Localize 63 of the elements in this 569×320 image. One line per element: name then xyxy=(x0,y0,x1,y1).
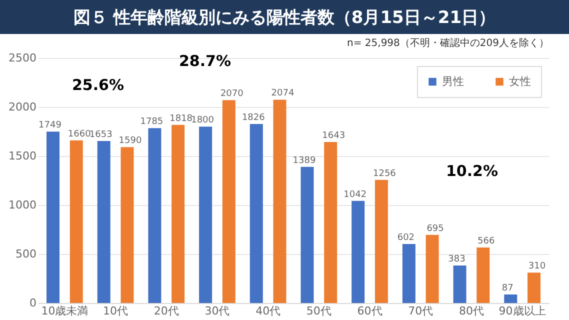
y-tick-label: 2000 xyxy=(8,100,36,114)
data-label: 383 xyxy=(448,254,466,264)
bar xyxy=(504,294,518,303)
bar xyxy=(250,124,263,303)
data-label: 1256 xyxy=(372,168,396,179)
data-label: 1826 xyxy=(242,113,266,124)
annotation: 25.6% xyxy=(72,76,124,94)
data-label: 1643 xyxy=(322,130,346,141)
data-label: 602 xyxy=(397,233,415,244)
x-tick-label: 10代 xyxy=(103,304,128,318)
bar xyxy=(222,100,236,303)
data-label: 1800 xyxy=(191,116,214,126)
bar xyxy=(70,140,83,303)
annotation: 10.2% xyxy=(446,162,498,180)
data-label: 2070 xyxy=(220,89,244,100)
data-label: 1749 xyxy=(38,120,62,131)
data-label: 1590 xyxy=(118,136,142,146)
bar xyxy=(46,132,60,303)
bar xyxy=(527,272,540,303)
data-label: 1389 xyxy=(292,156,316,166)
bar xyxy=(426,234,439,303)
bar xyxy=(300,166,314,303)
data-label: 1818 xyxy=(170,114,193,124)
bar xyxy=(97,141,110,303)
y-tick-label: 1500 xyxy=(8,150,36,162)
data-label: 695 xyxy=(426,224,444,234)
data-label: 2074 xyxy=(271,88,294,99)
x-tick-label: 70代 xyxy=(408,304,434,318)
bar xyxy=(374,180,388,303)
data-label: 1660 xyxy=(68,129,92,140)
x-tick-label: 80代 xyxy=(458,304,484,318)
y-tick-label: 500 xyxy=(16,248,36,260)
bar xyxy=(476,248,490,303)
data-label: 1785 xyxy=(140,117,164,128)
chart-title: 図５ 性年齢階級別にみる陽性者数（8月15日～21日） xyxy=(0,0,569,34)
legend-label: 女性 xyxy=(509,74,531,88)
data-label: 566 xyxy=(478,236,495,247)
x-tick-label: 20代 xyxy=(154,304,179,318)
x-tick-label: 10歳未満 xyxy=(41,304,88,318)
bar xyxy=(199,126,212,303)
data-label: 1042 xyxy=(344,190,367,200)
x-tick-label: 40代 xyxy=(256,304,281,318)
legend-label: 男性 xyxy=(442,74,464,88)
y-tick-label: 2500 xyxy=(8,52,36,64)
x-tick-label: 60代 xyxy=(357,304,382,318)
data-label: 1653 xyxy=(89,130,112,140)
annotation: 28.7% xyxy=(178,52,232,70)
bar xyxy=(172,124,185,303)
data-label: 87 xyxy=(502,283,514,294)
bar xyxy=(273,100,286,303)
x-tick-label: 30代 xyxy=(204,304,230,318)
y-tick-label: 1000 xyxy=(8,198,36,212)
y-tick-label: 0 xyxy=(30,296,36,310)
x-tick-label: 50代 xyxy=(306,304,332,318)
bar xyxy=(148,128,162,303)
bar xyxy=(402,244,416,303)
bar xyxy=(324,142,338,303)
bar xyxy=(453,265,466,303)
x-tick-label: 90歳以上 xyxy=(498,304,546,318)
data-label: 310 xyxy=(528,262,546,272)
chart-subtitle: n= 25,998（不明・確認中の209人を除く） xyxy=(347,37,549,49)
bar xyxy=(120,147,134,303)
bar xyxy=(352,200,365,303)
